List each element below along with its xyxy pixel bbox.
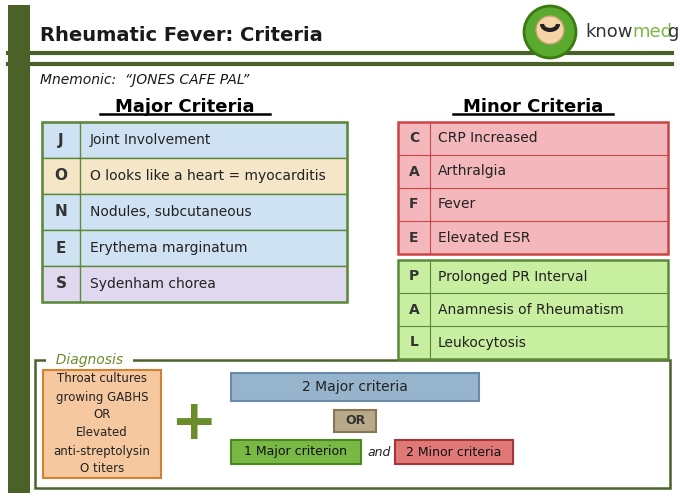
Text: know: know <box>585 23 632 41</box>
Text: +: + <box>170 397 216 451</box>
Text: 1 Major criterion: 1 Major criterion <box>245 445 347 458</box>
Text: med: med <box>632 23 672 41</box>
Text: Intellectual Property of Knowmedge.com: Intellectual Property of Knowmedge.com <box>16 212 24 368</box>
Text: O looks like a heart = myocarditis: O looks like a heart = myocarditis <box>90 169 326 183</box>
Text: Elevated ESR: Elevated ESR <box>438 230 530 244</box>
Text: J: J <box>58 132 64 147</box>
Text: N: N <box>54 204 67 219</box>
Text: P: P <box>409 270 419 284</box>
FancyBboxPatch shape <box>398 260 668 359</box>
Text: E: E <box>56 240 66 256</box>
Text: Minor Criteria: Minor Criteria <box>463 98 603 116</box>
FancyBboxPatch shape <box>42 194 347 230</box>
Text: CRP Increased: CRP Increased <box>438 131 538 145</box>
FancyBboxPatch shape <box>334 410 376 432</box>
Text: Mnemonic:  “JONES CAFE PAL”: Mnemonic: “JONES CAFE PAL” <box>40 73 250 87</box>
Text: Throat cultures
growing GABHS
OR
Elevated
anti-streptolysin
O titers: Throat cultures growing GABHS OR Elevate… <box>54 373 150 475</box>
Circle shape <box>536 16 564 44</box>
Text: Sydenham chorea: Sydenham chorea <box>90 277 216 291</box>
Text: 2 Major criteria: 2 Major criteria <box>302 380 408 394</box>
Text: O: O <box>54 168 67 183</box>
FancyBboxPatch shape <box>8 5 30 493</box>
Text: Anamnesis of Rheumatism: Anamnesis of Rheumatism <box>438 303 624 317</box>
FancyBboxPatch shape <box>231 440 361 464</box>
Text: L: L <box>409 336 418 350</box>
Text: Diagnosis: Diagnosis <box>47 353 132 367</box>
Text: Leukocytosis: Leukocytosis <box>438 336 527 350</box>
Text: Prolonged PR Interval: Prolonged PR Interval <box>438 270 588 284</box>
FancyBboxPatch shape <box>42 122 347 158</box>
Text: Major Criteria: Major Criteria <box>115 98 255 116</box>
Text: A: A <box>409 303 420 317</box>
FancyBboxPatch shape <box>398 122 668 254</box>
Text: OR: OR <box>345 414 365 427</box>
Text: F: F <box>409 197 419 211</box>
Text: 2 Minor criteria: 2 Minor criteria <box>407 445 502 458</box>
FancyBboxPatch shape <box>42 266 347 302</box>
Text: C: C <box>409 131 419 145</box>
Text: S: S <box>56 277 67 292</box>
Text: Nodules, subcutaneous: Nodules, subcutaneous <box>90 205 252 219</box>
Text: E: E <box>409 230 419 244</box>
Text: Fever: Fever <box>438 197 476 211</box>
Text: Arthralgia: Arthralgia <box>438 164 507 178</box>
FancyBboxPatch shape <box>43 370 161 478</box>
Text: A: A <box>409 164 420 178</box>
Circle shape <box>524 6 576 58</box>
Text: Rheumatic Fever: Criteria: Rheumatic Fever: Criteria <box>40 26 323 45</box>
Text: and: and <box>367 445 390 458</box>
Text: ge: ge <box>668 23 680 41</box>
FancyBboxPatch shape <box>42 230 347 266</box>
FancyBboxPatch shape <box>395 440 513 464</box>
Text: Joint Involvement: Joint Involvement <box>90 133 211 147</box>
FancyBboxPatch shape <box>231 373 479 401</box>
Text: Erythema marginatum: Erythema marginatum <box>90 241 248 255</box>
FancyBboxPatch shape <box>42 158 347 194</box>
